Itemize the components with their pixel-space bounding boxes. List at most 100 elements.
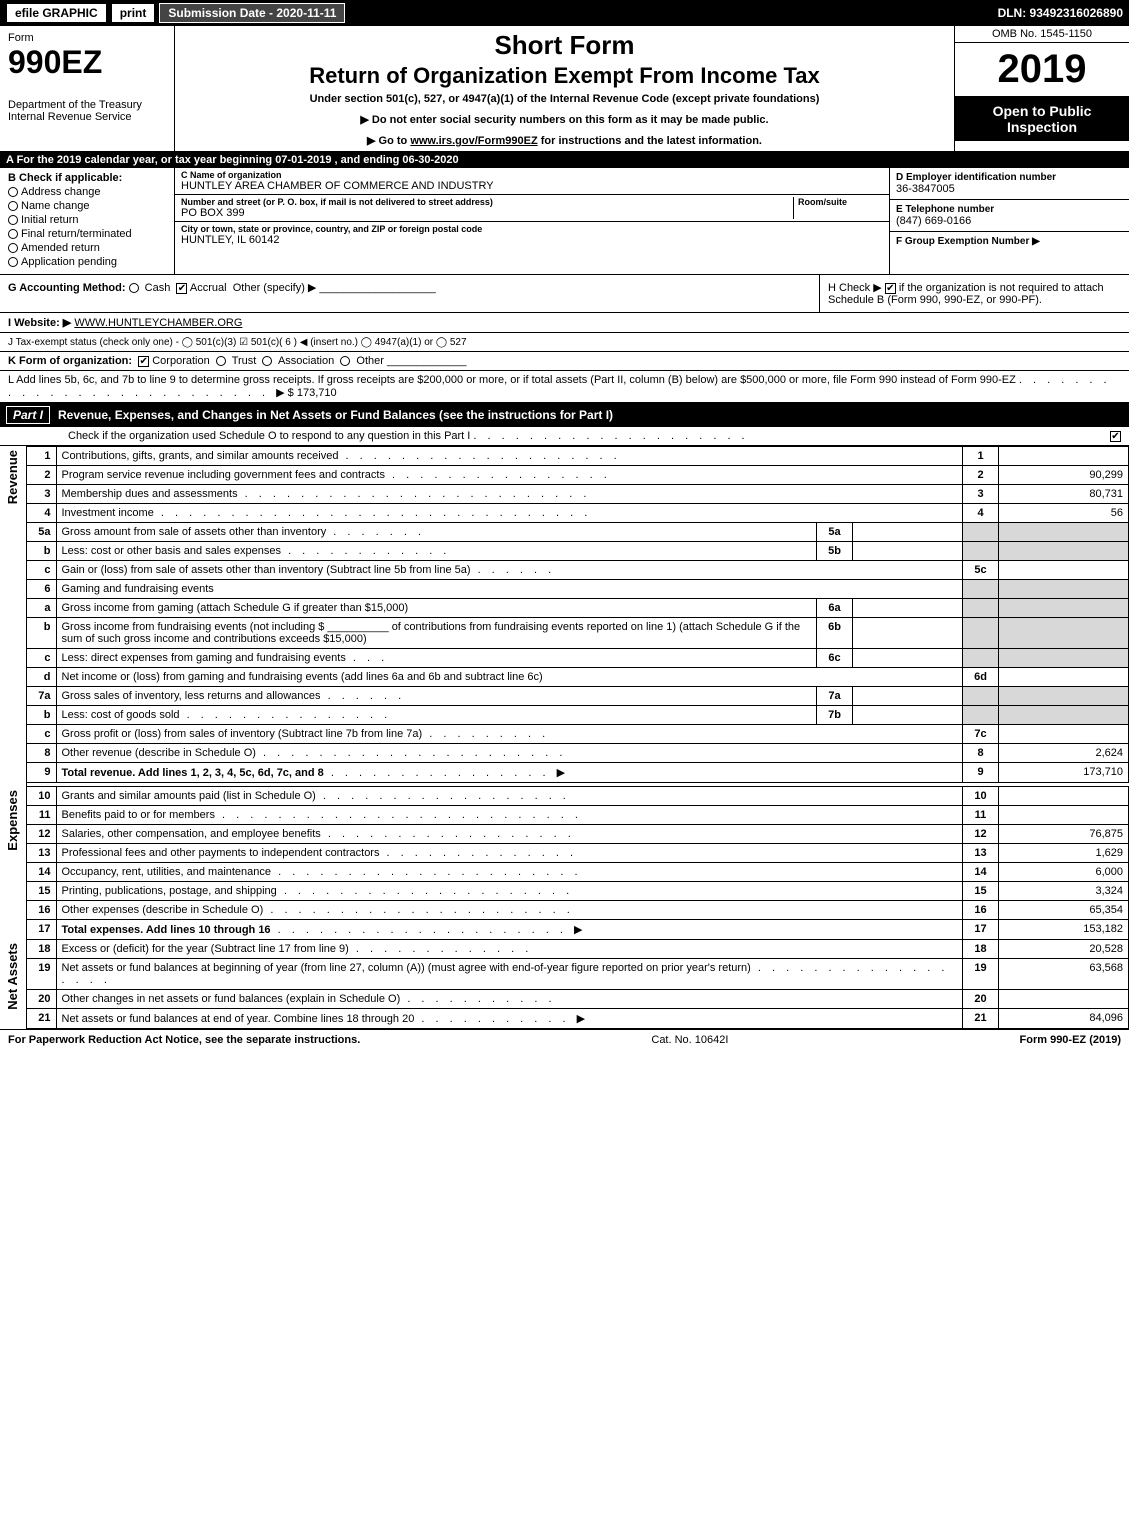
box-c-name-label: C Name of organization: [181, 170, 883, 180]
check-circle-icon[interactable]: [340, 356, 350, 366]
line-amount: 84,096: [999, 1009, 1129, 1029]
line-ref: 1: [963, 447, 999, 466]
box-b-title: B Check if applicable:: [8, 172, 166, 184]
line-desc: Net assets or fund balances at end of ye…: [62, 1013, 415, 1025]
line-ref: 15: [963, 882, 999, 901]
website-link[interactable]: WWW.HUNTLEYCHAMBER.ORG: [74, 317, 242, 329]
subline-amount: [853, 649, 963, 668]
line-desc: Membership dues and assessments: [62, 488, 238, 500]
line-num: 20: [26, 990, 56, 1009]
check-final-return: Final return/terminated: [21, 228, 132, 240]
line-num: 6: [26, 580, 56, 599]
row-l: L Add lines 5b, 6c, and 7b to line 9 to …: [0, 371, 1129, 403]
line-num: 8: [26, 744, 56, 763]
print-button[interactable]: print: [111, 3, 156, 23]
line-ref: 16: [963, 901, 999, 920]
telephone-value: (847) 669-0166: [896, 215, 1123, 227]
check-circle-icon[interactable]: [8, 201, 18, 211]
subline-amount: [853, 687, 963, 706]
line-ref: 20: [963, 990, 999, 1009]
line-num: b: [26, 542, 56, 561]
open-to-public-badge: Open to Public Inspection: [955, 97, 1129, 141]
check-circle-icon[interactable]: [8, 215, 18, 225]
efile-button[interactable]: efile GRAPHIC: [6, 3, 107, 23]
line-num: 9: [26, 763, 56, 783]
row-h-pre: H Check ▶: [828, 282, 885, 294]
box-d-label: D Employer identification number: [896, 172, 1123, 183]
check-circle-icon[interactable]: [8, 243, 18, 253]
other-line: _____________: [387, 355, 467, 367]
line-desc: Gross profit or (loss) from sales of inv…: [62, 728, 423, 740]
line-desc: Investment income: [62, 507, 154, 519]
line-amount: 65,354: [999, 901, 1129, 920]
row-i-label: I Website: ▶: [8, 317, 71, 329]
line-desc: Gross sales of inventory, less returns a…: [62, 690, 321, 702]
line-num: 14: [26, 863, 56, 882]
irs-link[interactable]: www.irs.gov/Form990EZ: [410, 135, 537, 147]
check-circle-icon[interactable]: [129, 283, 139, 293]
part-i-title: Revenue, Expenses, and Changes in Net As…: [58, 408, 613, 422]
line-num: a: [26, 599, 56, 618]
line-num: d: [26, 668, 56, 687]
line-num: 11: [26, 806, 56, 825]
row-k: K Form of organization: Corporation Trus…: [0, 352, 1129, 371]
check-circle-icon[interactable]: [8, 229, 18, 239]
department-label: Department of the Treasury Internal Reve…: [8, 99, 166, 123]
line-amount: 76,875: [999, 825, 1129, 844]
line-desc: Other changes in net assets or fund bala…: [62, 993, 401, 1005]
check-address-change: Address change: [21, 186, 101, 198]
subline-ref: 6c: [817, 649, 853, 668]
line-desc: Gross amount from sale of assets other t…: [62, 526, 327, 538]
check-circle-icon[interactable]: [8, 187, 18, 197]
subline-amount: [853, 599, 963, 618]
row-k-label: K Form of organization:: [8, 355, 132, 367]
line-num: 15: [26, 882, 56, 901]
line-num: c: [26, 649, 56, 668]
line-desc: Gross income from fundraising events (no…: [62, 621, 801, 645]
line-desc: Occupancy, rent, utilities, and maintena…: [62, 866, 272, 878]
line-amount: 173,710: [999, 763, 1129, 783]
line-ref: 6d: [963, 668, 999, 687]
line-amount: 3,324: [999, 882, 1129, 901]
header-sub3: ▶ Go to www.irs.gov/Form990EZ for instru…: [183, 134, 946, 147]
opt-cash: Cash: [145, 282, 171, 294]
line-amount: [999, 447, 1129, 466]
checkbox-icon[interactable]: [138, 356, 149, 367]
line-amount: 90,299: [999, 466, 1129, 485]
subline-amount: [853, 523, 963, 542]
line-desc: Printing, publications, postage, and shi…: [62, 885, 277, 897]
check-circle-icon[interactable]: [8, 257, 18, 267]
submission-date-badge: Submission Date - 2020-11-11: [159, 3, 345, 23]
part-i-checkline: Check if the organization used Schedule …: [0, 427, 1129, 446]
line-num: c: [26, 561, 56, 580]
box-c-city-label: City or town, state or province, country…: [181, 224, 883, 234]
check-circle-icon[interactable]: [262, 356, 272, 366]
check-application-pending: Application pending: [21, 256, 117, 268]
checkbox-icon[interactable]: [885, 283, 896, 294]
line-num: 2: [26, 466, 56, 485]
line-num: 1: [26, 447, 56, 466]
row-g: G Accounting Method: Cash Accrual Other …: [0, 275, 819, 312]
checkbox-icon[interactable]: [176, 283, 187, 294]
line-amount: 153,182: [999, 920, 1129, 940]
room-suite-label: Room/suite: [798, 197, 883, 207]
footer-left: For Paperwork Reduction Act Notice, see …: [8, 1034, 360, 1046]
subline-amount: [853, 542, 963, 561]
tax-year: 2019: [955, 43, 1129, 97]
form-word: Form: [8, 32, 166, 44]
line-desc: Other expenses (describe in Schedule O): [62, 904, 264, 916]
row-j-text: J Tax-exempt status (check only one) - ◯…: [8, 337, 467, 348]
checkbox-icon[interactable]: [1110, 431, 1121, 442]
subline-ref: 7a: [817, 687, 853, 706]
arrow-icon: ▶: [557, 767, 565, 779]
page-footer: For Paperwork Reduction Act Notice, see …: [0, 1029, 1129, 1050]
check-circle-icon[interactable]: [216, 356, 226, 366]
line-desc: Net assets or fund balances at beginning…: [62, 962, 751, 974]
line-amount: 63,568: [999, 959, 1129, 990]
box-e-label: E Telephone number: [896, 204, 1123, 215]
line-desc: Program service revenue including govern…: [62, 469, 385, 481]
line-amount: [999, 561, 1129, 580]
line-amount: 20,528: [999, 940, 1129, 959]
line-desc: Total revenue. Add lines 1, 2, 3, 4, 5c,…: [62, 767, 324, 779]
line-ref: 13: [963, 844, 999, 863]
